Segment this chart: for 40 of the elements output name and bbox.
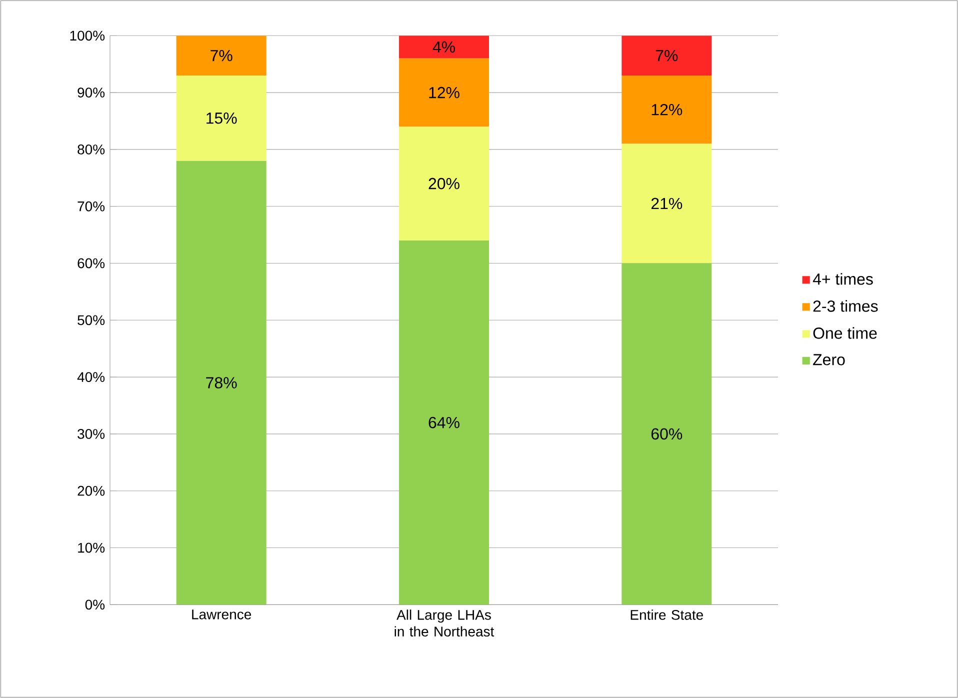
data-label: 7% bbox=[656, 50, 678, 62]
data-label: 7% bbox=[210, 50, 232, 62]
y-tick-label: 50% bbox=[78, 315, 105, 326]
x-tick-label: Entire State bbox=[630, 610, 703, 620]
data-label: 4% bbox=[432, 41, 455, 53]
bar bbox=[622, 75, 712, 144]
y-tick-label: 0% bbox=[85, 600, 105, 610]
legend-label: Zero bbox=[813, 354, 845, 366]
data-label: 60% bbox=[651, 428, 682, 440]
bar bbox=[176, 160, 266, 605]
x-tick-label: Lawrence bbox=[192, 610, 252, 620]
y-tick-label: 10% bbox=[78, 542, 105, 553]
bar bbox=[622, 36, 712, 76]
x-tick-label: All Large LHAs in the Northeast bbox=[394, 610, 494, 637]
y-tick-label: 20% bbox=[78, 486, 105, 496]
bar bbox=[622, 263, 712, 605]
y-tick-label: 90% bbox=[78, 88, 105, 98]
data-label: 78% bbox=[206, 377, 237, 388]
data-label: 64% bbox=[428, 416, 460, 428]
y-tick-label: 40% bbox=[77, 372, 105, 382]
y-tick-label: 60% bbox=[78, 258, 105, 268]
y-tick-label: 100% bbox=[70, 30, 105, 41]
legend-label: 4+ times bbox=[812, 273, 873, 285]
bar bbox=[176, 36, 266, 76]
data-label: 12% bbox=[429, 86, 460, 98]
bar bbox=[399, 36, 489, 58]
bar bbox=[622, 144, 712, 264]
data-label: 12% bbox=[652, 104, 682, 116]
legend-label: 2-3 times bbox=[813, 300, 878, 312]
data-label: 21% bbox=[651, 198, 682, 210]
legend-label: One time bbox=[813, 327, 877, 339]
bar bbox=[399, 240, 489, 605]
data-label: 15% bbox=[206, 112, 237, 124]
y-tick-label: 70% bbox=[78, 201, 105, 212]
bar bbox=[399, 58, 489, 127]
bar bbox=[399, 126, 489, 240]
y-tick-label: 30% bbox=[78, 429, 105, 439]
y-tick-label: 80% bbox=[78, 144, 105, 154]
bar bbox=[176, 75, 266, 161]
data-label: 20% bbox=[428, 178, 460, 190]
